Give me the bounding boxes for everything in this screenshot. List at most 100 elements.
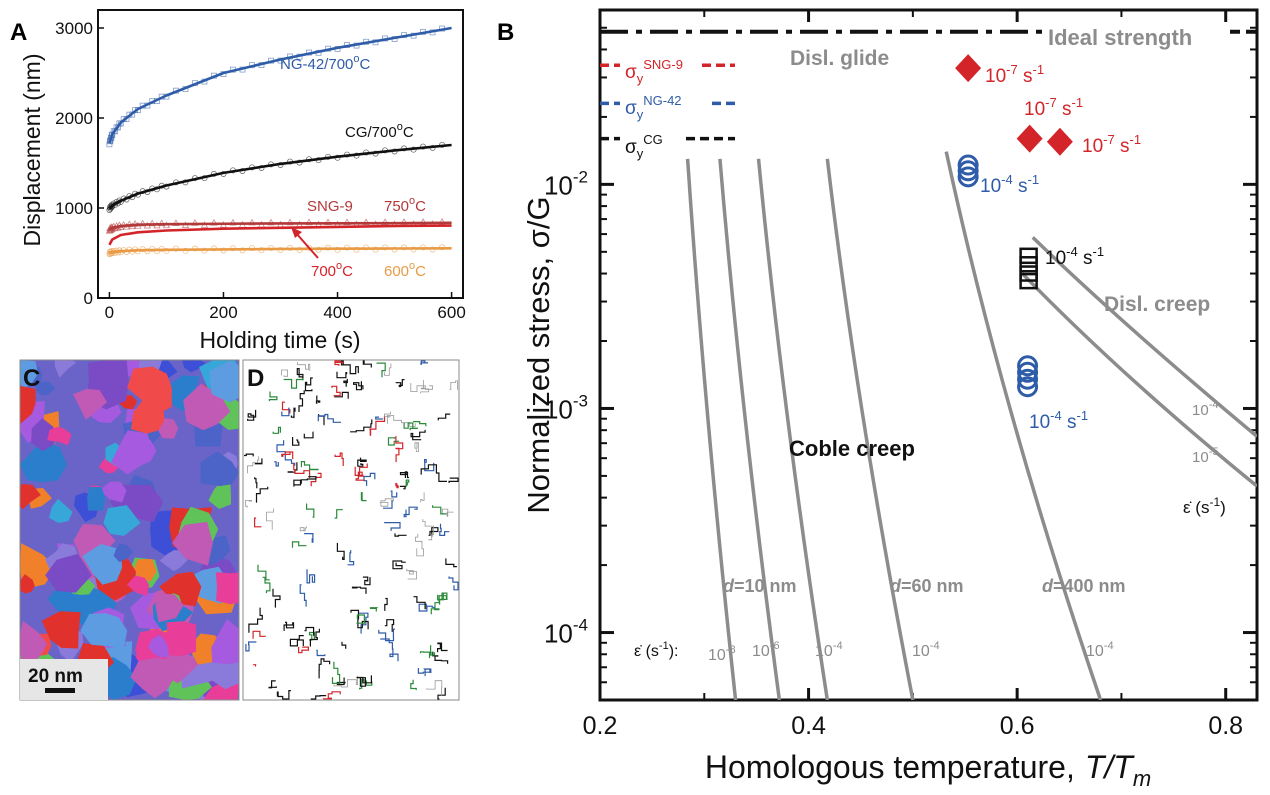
label-700c: 700oC [311, 260, 353, 280]
label-sigma-cg: σyCG [625, 132, 663, 161]
point-square-2-1 [1019, 256, 1038, 273]
a-marker-2-4-5 [210, 218, 218, 226]
pl2-unit-exp: -1 [1129, 132, 1141, 147]
boundary-146 [420, 492, 425, 503]
boundary-115 [245, 641, 257, 652]
grain-119 [131, 397, 165, 434]
disl-rate-label-1: 10-5 [1192, 446, 1218, 466]
panel-c-frame [19, 359, 240, 701]
pl5-exp: -4 [1050, 408, 1062, 423]
boundary-65 [384, 619, 395, 632]
boundary-35 [357, 457, 367, 467]
boundary-26 [417, 668, 432, 674]
point-circle-1-0 [957, 154, 979, 176]
grain-label-10nm: d=10 nm [723, 576, 797, 596]
boundary-57 [293, 479, 302, 487]
boundary-116 [356, 675, 372, 687]
panel-d-letter: D [247, 365, 264, 392]
cr4-base: 10 [1086, 643, 1104, 660]
boundary-30 [403, 506, 418, 518]
boundary-54 [281, 401, 291, 414]
boundary-23 [420, 360, 429, 365]
boundary-61 [445, 558, 457, 568]
b-xtick-label-3: 0.8 [1208, 712, 1243, 740]
boundary-90 [406, 568, 417, 580]
boundary-108 [262, 576, 271, 594]
a-marker-2-4-3 [191, 219, 199, 226]
scale-bar [45, 688, 75, 693]
boundary-126 [428, 527, 439, 537]
boundary-38 [384, 363, 392, 376]
boundary-130 [289, 635, 304, 647]
grain-104 [80, 613, 128, 649]
g10-d: d [723, 576, 735, 596]
label-600c-end: C [415, 263, 426, 280]
point-square-2-0 [1019, 247, 1038, 265]
label-600c: 600oC [384, 260, 426, 280]
a-marker-2-5-5 [267, 218, 275, 226]
b-ytick-base-2: 10 [544, 619, 573, 649]
arrow-700c-head [291, 227, 302, 238]
coble-rate-label-2: 10-4 [815, 640, 843, 660]
pl5-base: 10 [1029, 412, 1050, 433]
panel-b-letter: B [497, 19, 514, 46]
boundary-144 [268, 391, 278, 402]
grain-49 [132, 559, 157, 582]
boundary-138 [252, 630, 266, 639]
sigma-sng9-sub: y [637, 71, 644, 86]
a-ytick-label-2: 2000 [55, 109, 93, 128]
coble-rate-label-0: 10-8 [708, 644, 736, 664]
coble-curve-2 [756, 158, 830, 700]
g60-d: d [890, 576, 902, 596]
label-ng42-main: NG-42/700 [280, 56, 353, 73]
boundary-9 [306, 569, 316, 584]
a-marker-2-3-1 [139, 219, 147, 227]
point-circle-3-1 [1017, 361, 1039, 383]
a-marker-2-6-5 [324, 218, 332, 226]
boundary-75 [354, 463, 368, 477]
b-ytick-label-2: 10-4 [544, 616, 588, 649]
grain-66 [54, 360, 77, 378]
scale-bar-label: 20 nm [28, 666, 83, 687]
boundary-109 [395, 379, 405, 388]
boundary-106 [392, 560, 406, 570]
sigma-ng42-sub: y [637, 107, 644, 122]
boundary-3 [341, 641, 347, 649]
boundary-95 [293, 463, 311, 478]
grain-106 [47, 426, 72, 446]
point-circle-3-2 [1017, 368, 1039, 390]
pl0-unit-exp: -1 [1032, 62, 1044, 77]
grain-label-400nm: d=400 nm [1042, 576, 1126, 596]
boundary-105 [244, 453, 254, 457]
a-xtick-label-3: 600 [437, 303, 465, 322]
pl0-exp: -7 [1006, 62, 1018, 77]
grain-70 [215, 572, 239, 605]
a-marker-2-6-3 [305, 218, 313, 226]
boundary-8 [410, 383, 433, 392]
boundary-85 [378, 628, 395, 642]
boundary-88 [334, 452, 344, 466]
label-600c-main: 600 [384, 263, 409, 280]
boundary-map-lines [244, 360, 459, 700]
boundary-93 [399, 471, 409, 479]
boundary-5 [432, 651, 449, 664]
pl4-exp: -4 [1066, 244, 1078, 259]
a-marker-2-6-1 [286, 218, 294, 226]
boundary-92 [333, 676, 358, 688]
label-sigma-ng42: σyNG-42 [625, 93, 682, 122]
boundary-82 [317, 413, 341, 423]
boundary-125 [395, 482, 399, 489]
pl1-exp: -7 [1045, 95, 1057, 110]
pl1-base: 10 [1024, 99, 1045, 120]
grain-label-60nm: d=60 nm [890, 576, 964, 596]
point-circle-3-3 [1017, 376, 1039, 398]
boundary-25 [340, 360, 359, 375]
label-ng42: NG-42/700oC [280, 53, 371, 73]
boundary-48 [448, 576, 459, 591]
boundary-59 [245, 500, 252, 508]
pl1-unit: s [1057, 99, 1072, 120]
boundary-117 [420, 379, 429, 394]
a-xtick-label-0: 0 [105, 303, 114, 322]
